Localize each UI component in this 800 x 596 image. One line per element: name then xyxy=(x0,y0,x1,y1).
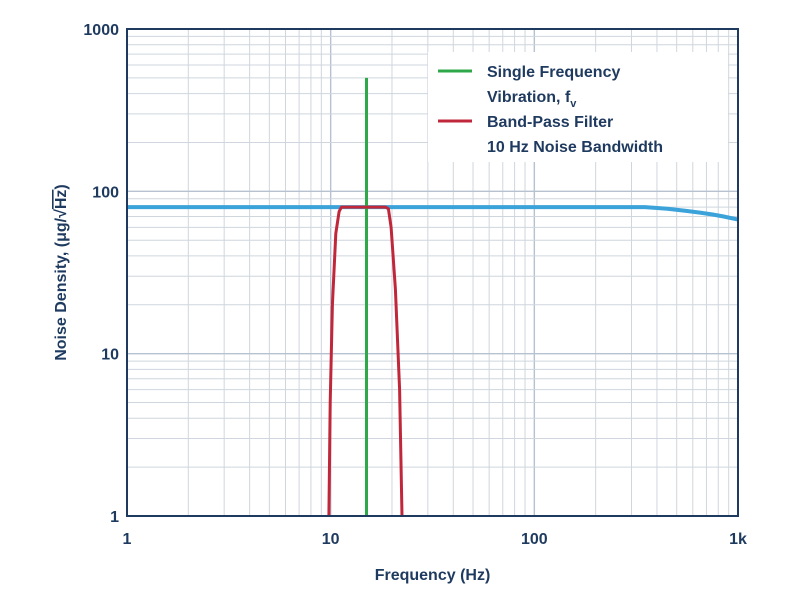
series-line-noise xyxy=(127,205,739,222)
x-tick-label: 1 xyxy=(123,531,132,548)
y-axis-title: Noise Density, (μg/√Hz) xyxy=(53,184,70,361)
x-tick-label: 10 xyxy=(322,531,340,548)
y-tick-label: 1 xyxy=(110,509,119,526)
legend-label-noise-bandwidth: 10 Hz Noise Bandwidth xyxy=(487,139,663,156)
y-axis-title-radicand: Hz xyxy=(53,190,70,210)
legend-label-vibration: Vibration, fv xyxy=(487,89,577,110)
svg-text:Noise Density, (μg/√Hz): Noise Density, (μg/√Hz) xyxy=(53,184,70,361)
x-tick-label: 100 xyxy=(521,531,548,548)
legend-label-band-pass-filter: Band-Pass Filter xyxy=(487,114,613,131)
series-layer xyxy=(127,77,739,517)
tick-labels: 1 10 100 1k 1 10 100 1000 xyxy=(83,22,747,548)
legend-label-single-frequency: Single Frequency xyxy=(487,64,620,81)
y-tick-label: 100 xyxy=(92,184,119,201)
x-axis-title: Frequency (Hz) xyxy=(375,567,491,584)
legend-label-vibration-main: Vibration, f xyxy=(487,89,571,106)
y-axis-title-prefix: Noise Density, (μg/ xyxy=(53,217,70,360)
y-axis-title-suffix: ) xyxy=(53,184,70,189)
y-tick-label: 10 xyxy=(101,347,119,364)
legend: Single Frequency Vibration, fv Band-Pass… xyxy=(428,52,728,162)
legend-label-vibration-subscript: v xyxy=(570,98,577,110)
x-tick-label: 1k xyxy=(729,531,747,548)
plot-frame xyxy=(126,28,739,517)
sqrt-symbol: √ xyxy=(53,209,70,218)
series-line-bandpass xyxy=(327,205,404,517)
legend-box xyxy=(428,52,728,162)
y-tick-label: 1000 xyxy=(83,22,119,39)
